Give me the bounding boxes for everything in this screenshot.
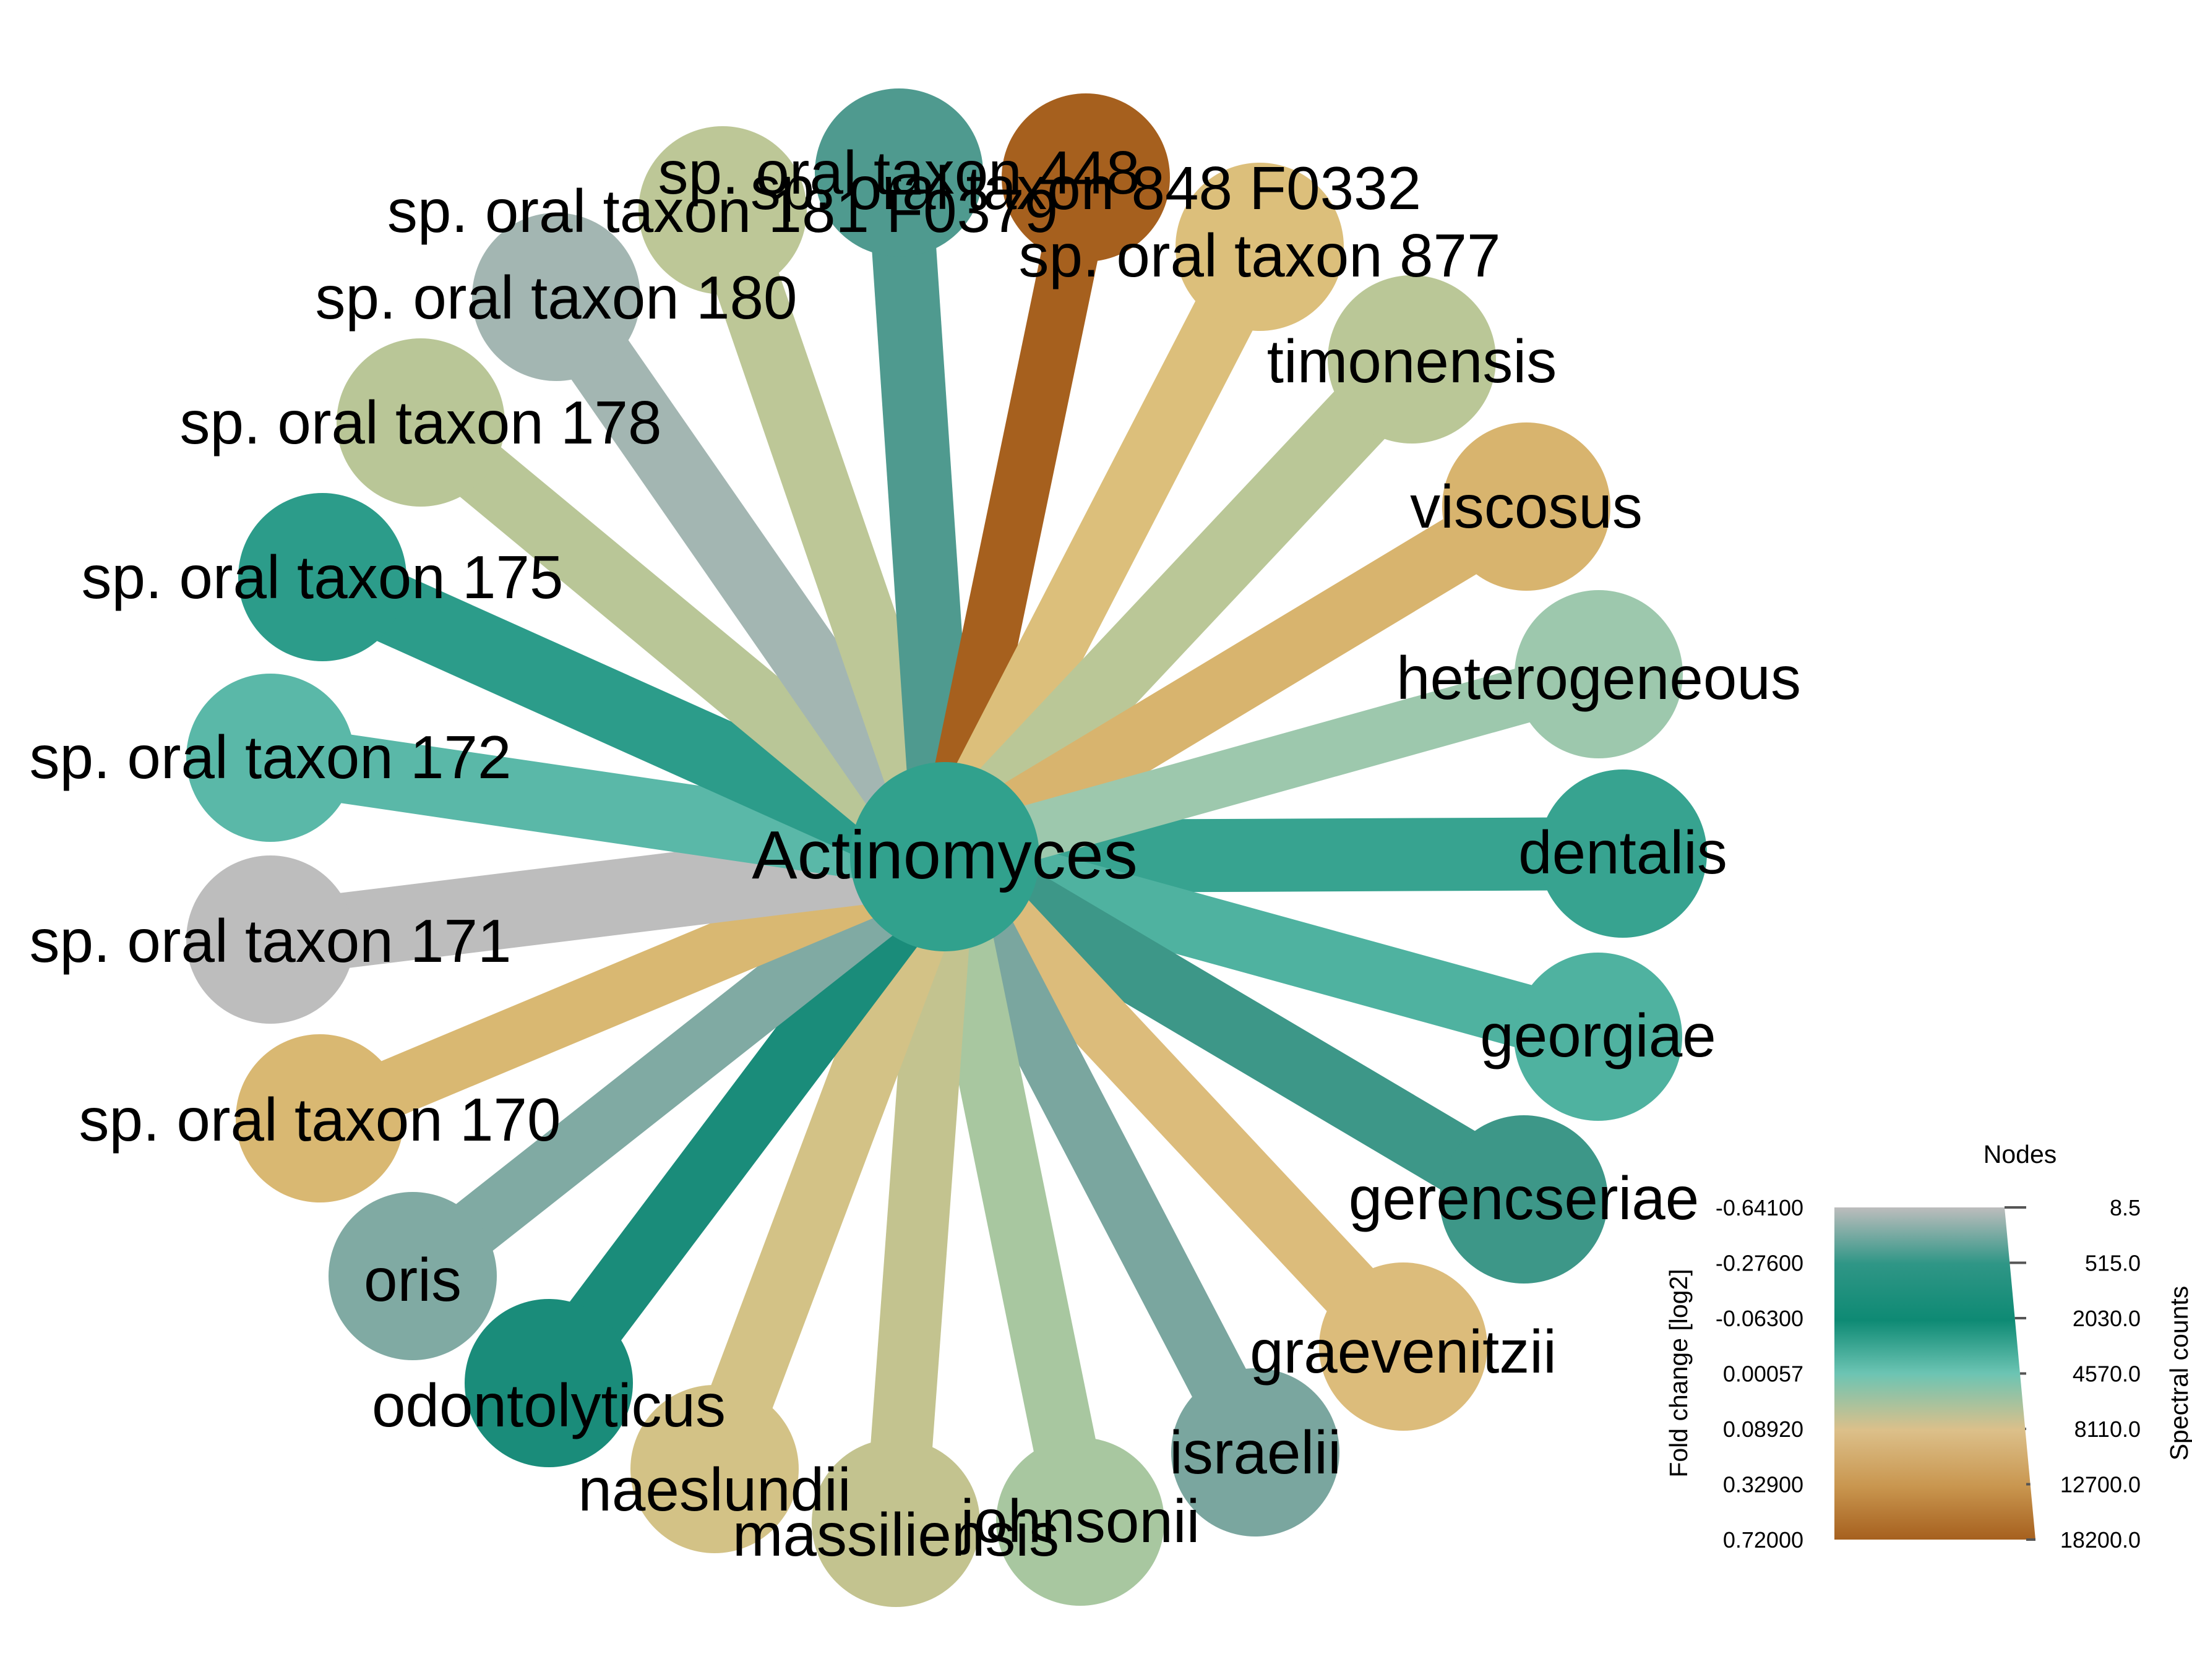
node-label-sp-oral-taxon-180: sp. oral taxon 180: [315, 264, 797, 332]
node-label-heterogeneous: heterogeneous: [1396, 644, 1801, 712]
node-label-sp-oral-taxon-178: sp. oral taxon 178: [179, 388, 661, 456]
legend-left-tick-label: 0.72000: [1723, 1527, 1803, 1553]
node-gerencseriae: [1440, 1115, 1608, 1284]
node-label-israelii: israelii: [1169, 1418, 1341, 1486]
legend-right-tick-label: 4570.0: [2073, 1361, 2141, 1387]
node-sp-oral-taxon-180: [472, 213, 640, 381]
node-georgiae: [1514, 953, 1682, 1121]
node-naeslundii: [630, 1385, 799, 1553]
node-sp-oral-taxon-172: [186, 674, 355, 842]
node-oris: [329, 1192, 497, 1360]
node-sp-oral-taxon-171: [186, 855, 355, 1024]
legend-left-tick-label: -0.64100: [1716, 1195, 1803, 1220]
legend-right-axis-label: Spectral counts: [2165, 1286, 2192, 1461]
node-label-sp-oral-taxon-172: sp. oral taxon 172: [29, 723, 511, 791]
node-sp-oral-taxon-848-f0332: [1002, 93, 1170, 262]
node-sp-oral-taxon-175: [238, 493, 406, 661]
node-label-sp-oral-taxon-171: sp. oral taxon 171: [29, 907, 511, 975]
node-israelii: [1171, 1368, 1339, 1536]
node-label-timonensis: timonensis: [1267, 327, 1557, 395]
node-label-sp-oral-taxon-175: sp. oral taxon 175: [81, 543, 563, 611]
edge-heterogeneous: [937, 647, 1607, 884]
node-sp-oral-taxon-170: [236, 1034, 404, 1202]
node-graevenitzii: [1319, 1262, 1487, 1431]
legend-right-tick-label: 515.0: [2085, 1251, 2141, 1276]
node-viscosus: [1442, 422, 1610, 591]
legend-gradient-bar: [1834, 1207, 2035, 1540]
node-label-gerencseriae: gerencseriae: [1349, 1164, 1700, 1232]
legend-left-tick-label: 0.08920: [1723, 1416, 1803, 1442]
node-circle-layer: [186, 88, 1707, 1607]
legend-left-tick-label: -0.27600: [1716, 1251, 1803, 1276]
edge-oris: [394, 833, 963, 1300]
node-label-georgiae: georgiae: [1480, 1001, 1716, 1069]
node-label-odontolyticus: odontolyticus: [372, 1371, 726, 1439]
legend-left-tick-label: 0.32900: [1723, 1472, 1803, 1498]
node-johnsonii: [996, 1438, 1164, 1606]
node-heterogeneous: [1515, 590, 1683, 758]
legend-left-tick-label: 0.00057: [1723, 1361, 1803, 1387]
legend-left-ticks: -0.64100 -0.27600 -0.06300 0.00057 0.08920 0.…: [1716, 1195, 1803, 1553]
legend-right-ticks: 8.5 515.0 2030.0 4570.0 8110.0 12700.0 18200.0: [2005, 1195, 2141, 1553]
center-node-label: Actinomyces: [752, 817, 1138, 893]
node-label-viscosus: viscosus: [1410, 473, 1643, 541]
node-label-massiliensis: massiliensis: [733, 1501, 1059, 1569]
node-label-johnsonii: johnsonii: [959, 1487, 1200, 1555]
node-dentalis: [1539, 769, 1707, 938]
legend-title: Nodes: [1984, 1140, 2057, 1168]
legend-right-tick-label: 18200.0: [2060, 1527, 2141, 1553]
node-label-sp-oral-taxon-848-f0332: sp. oral taxon 848 F0332: [750, 154, 1421, 222]
node-odontolyticus: [465, 1299, 633, 1467]
node-label-oris: oris: [364, 1246, 462, 1314]
edge-layer: [265, 170, 1623, 1528]
legend: Nodes -0.64100 -0.27600 -0.06300 0.00057 0.0…: [1664, 1140, 2192, 1553]
legend-right-tick-label: 8.5: [2110, 1195, 2141, 1220]
node-label-sp-oral-taxon-448: sp. oral taxon 448: [658, 139, 1140, 207]
center-node: [850, 762, 1039, 951]
node-label-sp-oral-taxon-170: sp. oral taxon 170: [79, 1086, 561, 1154]
node-label-dentalis: dentalis: [1518, 818, 1727, 886]
legend-left-tick-label: -0.06300: [1716, 1306, 1803, 1331]
node-sp-oral-taxon-181-f0379: [638, 126, 807, 294]
node-label-graevenitzii: graevenitzii: [1250, 1318, 1557, 1386]
node-label-sp-oral-taxon-877: sp. oral taxon 877: [1018, 221, 1500, 289]
legend-left-axis-label: Fold change [log2]: [1664, 1269, 1693, 1477]
legend-right-tick-label: 12700.0: [2060, 1472, 2141, 1498]
node-timonensis: [1328, 275, 1496, 444]
node-label-layer: dentalis georgiae gerencseriae graevenitzii…: [29, 139, 1800, 1569]
legend-right-tick-label: 2030.0: [2073, 1306, 2141, 1331]
legend-right-tick-label: 8110.0: [2074, 1416, 2141, 1442]
node-label-sp-oral-taxon-181-f0379: sp. oral taxon 181 F0379: [387, 177, 1058, 245]
node-sp-oral-taxon-178: [337, 338, 505, 507]
node-sp-oral-taxon-448: [815, 88, 983, 257]
edge-sp-oral-taxon-448: [867, 170, 977, 859]
node-massiliensis: [812, 1439, 980, 1607]
edge-viscosus: [928, 479, 1543, 885]
node-label-naeslundii: naeslundii: [578, 1455, 851, 1524]
node-sp-oral-taxon-877: [1176, 163, 1344, 331]
